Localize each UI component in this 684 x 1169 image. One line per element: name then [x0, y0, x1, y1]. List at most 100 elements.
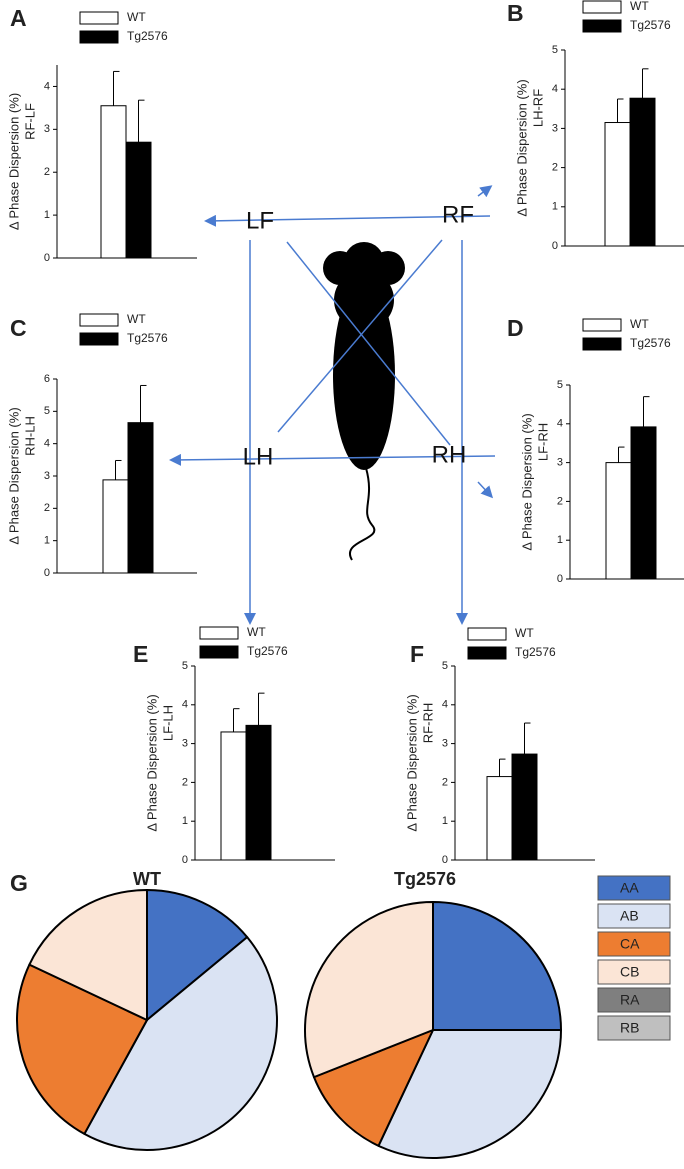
legend-swatch	[597, 931, 671, 957]
y-tick-label: 3	[182, 738, 188, 750]
legend-label: Tg2576	[247, 644, 288, 658]
legend-label: CA	[620, 936, 640, 952]
bar-panel: B 0 1 2 3 4 5 Δ Phase Dispersion (%) LH-RF WT Tg25…	[507, 0, 684, 252]
y-tick-label: 5	[557, 379, 563, 391]
y-axis-label: Δ Phase Dispersion (%)	[514, 79, 529, 216]
legend-swatch	[597, 1015, 671, 1041]
y-axis-label: Δ Phase Dispersion (%)	[404, 694, 419, 831]
y-tick-label: 3	[44, 123, 50, 135]
pie-slice	[16, 963, 148, 1135]
y-axis-label: Δ Phase Dispersion (%)	[144, 694, 159, 831]
bar-panel: D 0 1 2 3 4 5 Δ Phase Dispersion (%) LF-RH WT Tg25…	[507, 315, 684, 585]
legend-label: RA	[620, 992, 640, 1008]
panel-letter: G	[10, 870, 28, 896]
legend-swatch	[597, 987, 671, 1013]
y-tick-label: 1	[552, 201, 558, 213]
y-axis-label: LH-RF	[530, 89, 545, 127]
y-tick-label: 2	[44, 502, 50, 514]
bar	[102, 479, 129, 574]
panel-letter: B	[507, 0, 524, 26]
y-tick-label: 0	[552, 240, 558, 252]
y-tick-label: 1	[557, 534, 563, 546]
y-axis-label: LF-RH	[535, 423, 550, 461]
legend-label: WT	[127, 10, 146, 24]
pie-slice	[83, 936, 278, 1151]
bar	[604, 122, 631, 247]
legend-label: Tg2576	[630, 18, 671, 32]
y-tick-label: 4	[182, 699, 188, 711]
bar	[125, 141, 152, 259]
y-tick-label: 2	[44, 166, 50, 178]
y-tick-label: 4	[442, 699, 448, 711]
legend-label: AB	[620, 908, 639, 924]
legend-swatch	[199, 626, 239, 640]
y-tick-label: 2	[552, 162, 558, 174]
pie-slice	[377, 1029, 562, 1159]
y-tick-label: 5	[182, 660, 188, 672]
pie-slice	[28, 889, 148, 1021]
mouse-diagram: LF RF LH RH	[169, 185, 496, 625]
panel-letter: F	[410, 641, 424, 667]
legend-swatch	[597, 875, 671, 901]
diagram-label: LH	[243, 443, 274, 470]
legend-swatch	[582, 0, 622, 14]
legend-label: Tg2576	[127, 331, 168, 345]
y-tick-label: 4	[557, 418, 563, 430]
legend-label: WT	[630, 317, 649, 331]
legend-label: CB	[620, 964, 639, 980]
y-axis-label: RF-LF	[22, 103, 37, 140]
legend-swatch	[582, 318, 622, 332]
legend-label: Tg2576	[630, 336, 671, 350]
y-axis-label: Δ Phase Dispersion (%)	[6, 93, 21, 230]
panel-letter: D	[507, 315, 524, 341]
bar-panel: A 0 1 2 3 4 Δ Phase Dispersion (%) RF-LF WT Tg257…	[6, 5, 197, 264]
panel-letter: C	[10, 315, 27, 341]
legend-swatch	[467, 646, 507, 660]
y-axis-label: RH-LH	[22, 416, 37, 456]
bar	[220, 731, 247, 861]
diagram-label: RF	[442, 201, 474, 228]
legend-label: Tg2576	[127, 29, 168, 43]
y-tick-label: 0	[44, 252, 50, 264]
legend-swatch	[79, 332, 119, 346]
legend-swatch	[199, 645, 239, 659]
y-tick-label: 6	[44, 373, 50, 385]
y-tick-label: 1	[442, 815, 448, 827]
legend-swatch	[467, 627, 507, 641]
legend-label: WT	[630, 0, 649, 13]
y-tick-label: 2	[557, 495, 563, 507]
y-tick-label: 4	[44, 80, 50, 92]
panel-letter: A	[10, 5, 27, 31]
legend-swatch	[582, 337, 622, 351]
y-tick-label: 5	[442, 660, 448, 672]
legend-swatch	[597, 903, 671, 929]
y-axis-label: RF-RH	[420, 703, 435, 743]
pie-title: Tg2576	[394, 869, 456, 889]
pie-slice	[304, 901, 434, 1079]
legend-label: WT	[515, 626, 534, 640]
y-tick-label: 5	[44, 405, 50, 417]
bar-panel: F 0 1 2 3 4 5 Δ Phase Dispersion (%) RF-RH WT Tg25…	[404, 626, 595, 866]
bar	[605, 462, 632, 580]
bar	[100, 105, 127, 259]
legend-swatch	[79, 313, 119, 327]
y-tick-label: 0	[182, 854, 188, 866]
legend-label: AA	[620, 880, 639, 896]
diagram-label: RH	[432, 441, 467, 468]
bar	[511, 753, 538, 861]
y-tick-label: 1	[44, 209, 50, 221]
y-tick-label: 2	[182, 776, 188, 788]
y-tick-label: 4	[552, 83, 558, 95]
y-tick-label: 3	[442, 738, 448, 750]
y-tick-label: 0	[442, 854, 448, 866]
y-axis-label: Δ Phase Dispersion (%)	[519, 413, 534, 550]
legend-label: WT	[127, 312, 146, 326]
legend-swatch	[79, 30, 119, 44]
legend-swatch	[582, 19, 622, 33]
legend-label: WT	[247, 625, 266, 639]
pie-slice	[432, 901, 562, 1031]
bar	[245, 724, 272, 861]
bar-panel: E 0 1 2 3 4 5 Δ Phase Dispersion (%) LF-LH WT Tg25…	[133, 625, 335, 866]
y-tick-label: 3	[552, 122, 558, 134]
y-tick-label: 0	[44, 567, 50, 579]
